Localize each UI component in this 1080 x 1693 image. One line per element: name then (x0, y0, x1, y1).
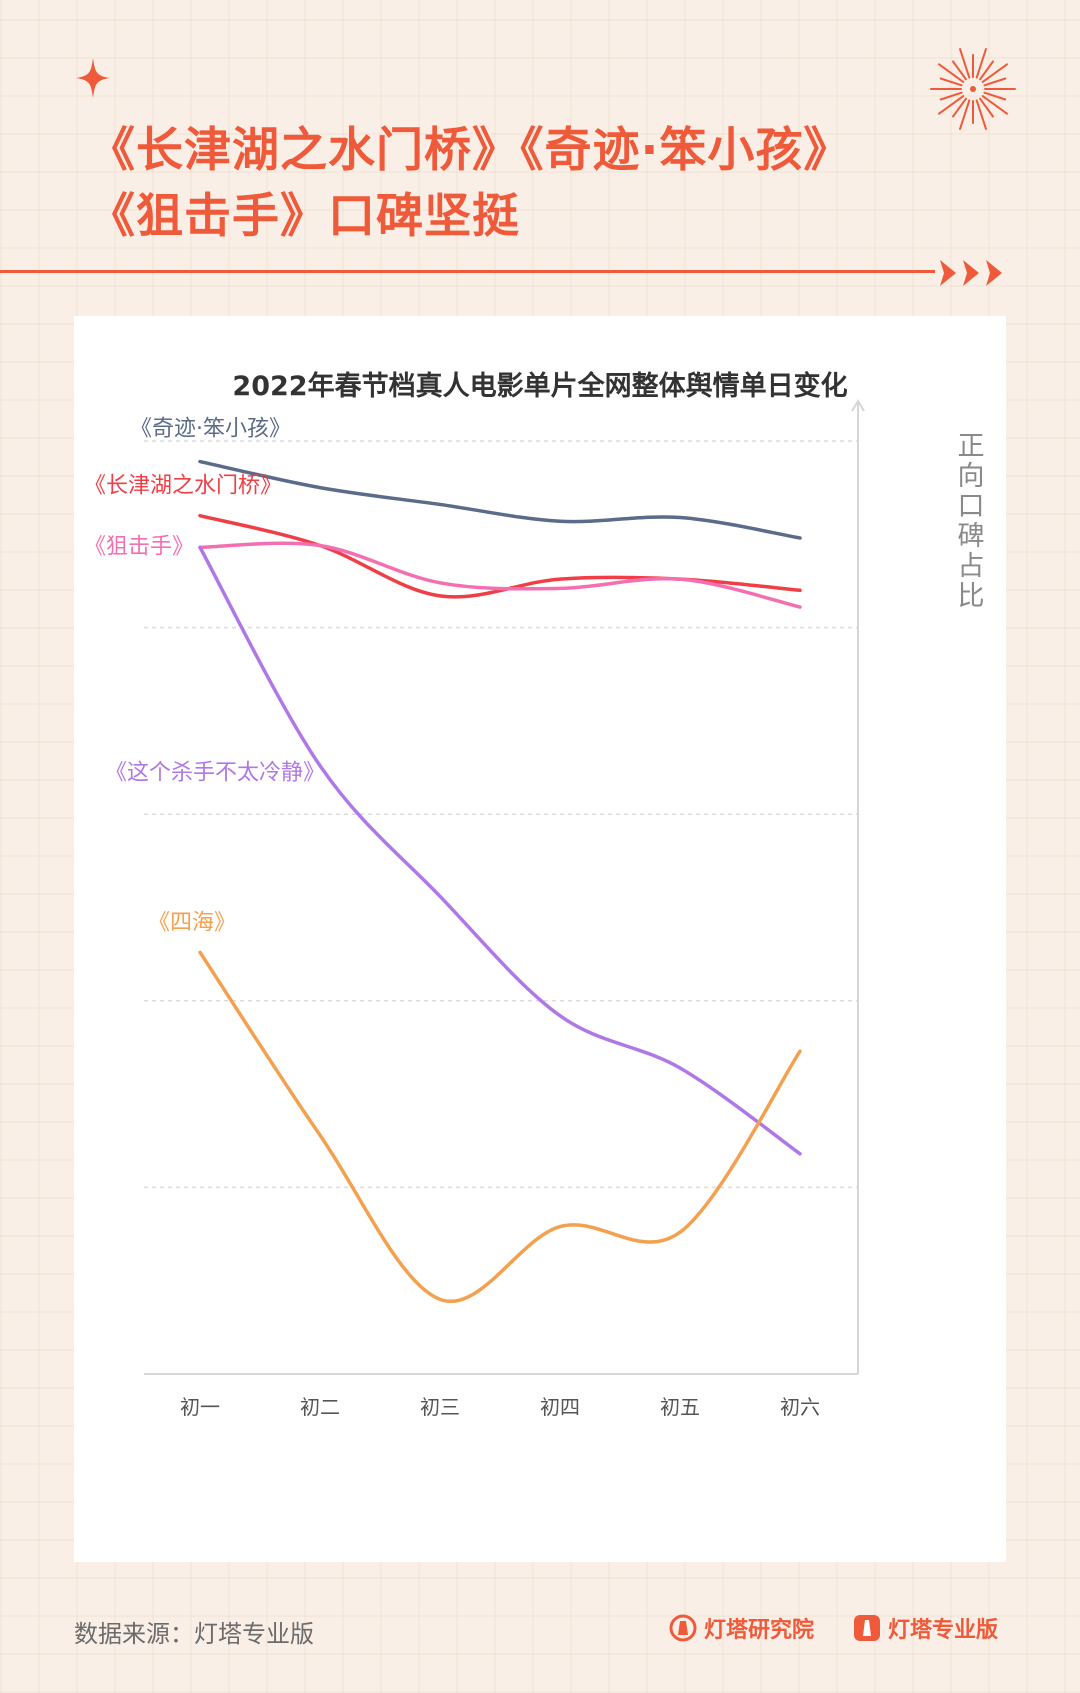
x-tick-label: 初二 (300, 1395, 340, 1419)
data-point (799, 606, 801, 608)
data-point (559, 1226, 561, 1228)
brand-research-label: 灯塔研究院 (704, 1618, 815, 1643)
data-point (799, 1153, 801, 1155)
x-tick-label: 初四 (540, 1395, 580, 1419)
data-point (439, 582, 441, 584)
data-source: 数据来源：灯塔专业版 (74, 1620, 314, 1648)
series-line (198, 459, 802, 540)
series-line (198, 541, 802, 609)
data-point (799, 589, 801, 591)
data-point (319, 544, 321, 546)
data-point (439, 503, 441, 505)
series-label: 《这个杀手不太冷静》 (105, 760, 325, 785)
x-tick-label: 初一 (180, 1395, 220, 1419)
page-title: 《长津湖之水门桥》《奇迹·笨小孩》 《狙击手》口碑坚挺 (88, 118, 988, 250)
data-point (679, 1067, 681, 1069)
data-point (199, 515, 201, 517)
data-point (439, 895, 441, 897)
data-point (439, 595, 441, 597)
lighthouse-app-icon (854, 1615, 880, 1641)
series-label: 《狙击手》 (84, 534, 194, 559)
data-point (199, 951, 201, 953)
title-divider (0, 270, 935, 273)
y-axis-label: 正向口碑占比 (957, 431, 985, 612)
data-point (679, 517, 681, 519)
data-point (799, 1050, 801, 1052)
series-label: 《奇迹·笨小孩》 (130, 417, 291, 442)
title-line-1: 《长津湖之水门桥》《奇迹·笨小孩》 (88, 123, 852, 178)
data-point (559, 578, 561, 580)
line-chart: 初一 初二 初三 初四 初五 初六 《奇迹·笨小孩》《长津湖之水门桥》《狙击手》《这个杀手不… (84, 399, 865, 1419)
data-point (559, 520, 561, 522)
chart-card: 2022年春节档真人电影单片全网整体舆情单日变化 正向口碑占比 初一 初二 初三 初四… (74, 316, 1006, 1562)
data-point (799, 537, 801, 539)
data-point (559, 1015, 561, 1017)
data-point (559, 587, 561, 589)
x-tick-label: 初五 (660, 1395, 700, 1419)
brand-pro-label: 灯塔专业版 (888, 1618, 999, 1643)
data-point (439, 1298, 441, 1300)
firework-icon (930, 48, 1016, 130)
series-label: 《长津湖之水门桥》 (84, 474, 282, 499)
data-point (199, 461, 201, 463)
data-point (679, 1231, 681, 1233)
x-tick-label: 初六 (780, 1395, 820, 1419)
series-label: 《四海》 (148, 910, 236, 935)
chevron-right-icons (940, 260, 1002, 286)
data-point (319, 487, 321, 489)
data-point (319, 1134, 321, 1136)
lighthouse-logo-icon (669, 1614, 697, 1642)
brand-research: 灯塔研究院 (668, 1612, 814, 1644)
title-line-2: 《狙击手》口碑坚挺 (88, 189, 520, 244)
data-point (319, 765, 321, 767)
chart-title: 2022年春节档真人电影单片全网整体舆情单日变化 (232, 371, 848, 402)
sparkle-icon (76, 58, 110, 98)
data-point (679, 578, 681, 580)
series-line (198, 950, 802, 1304)
y-axis-arrow-icon (851, 399, 865, 412)
data-point (199, 546, 201, 548)
series-line (198, 545, 802, 1156)
brand-pro: 灯塔专业版 (852, 1612, 998, 1644)
x-tick-label: 初三 (420, 1395, 460, 1419)
